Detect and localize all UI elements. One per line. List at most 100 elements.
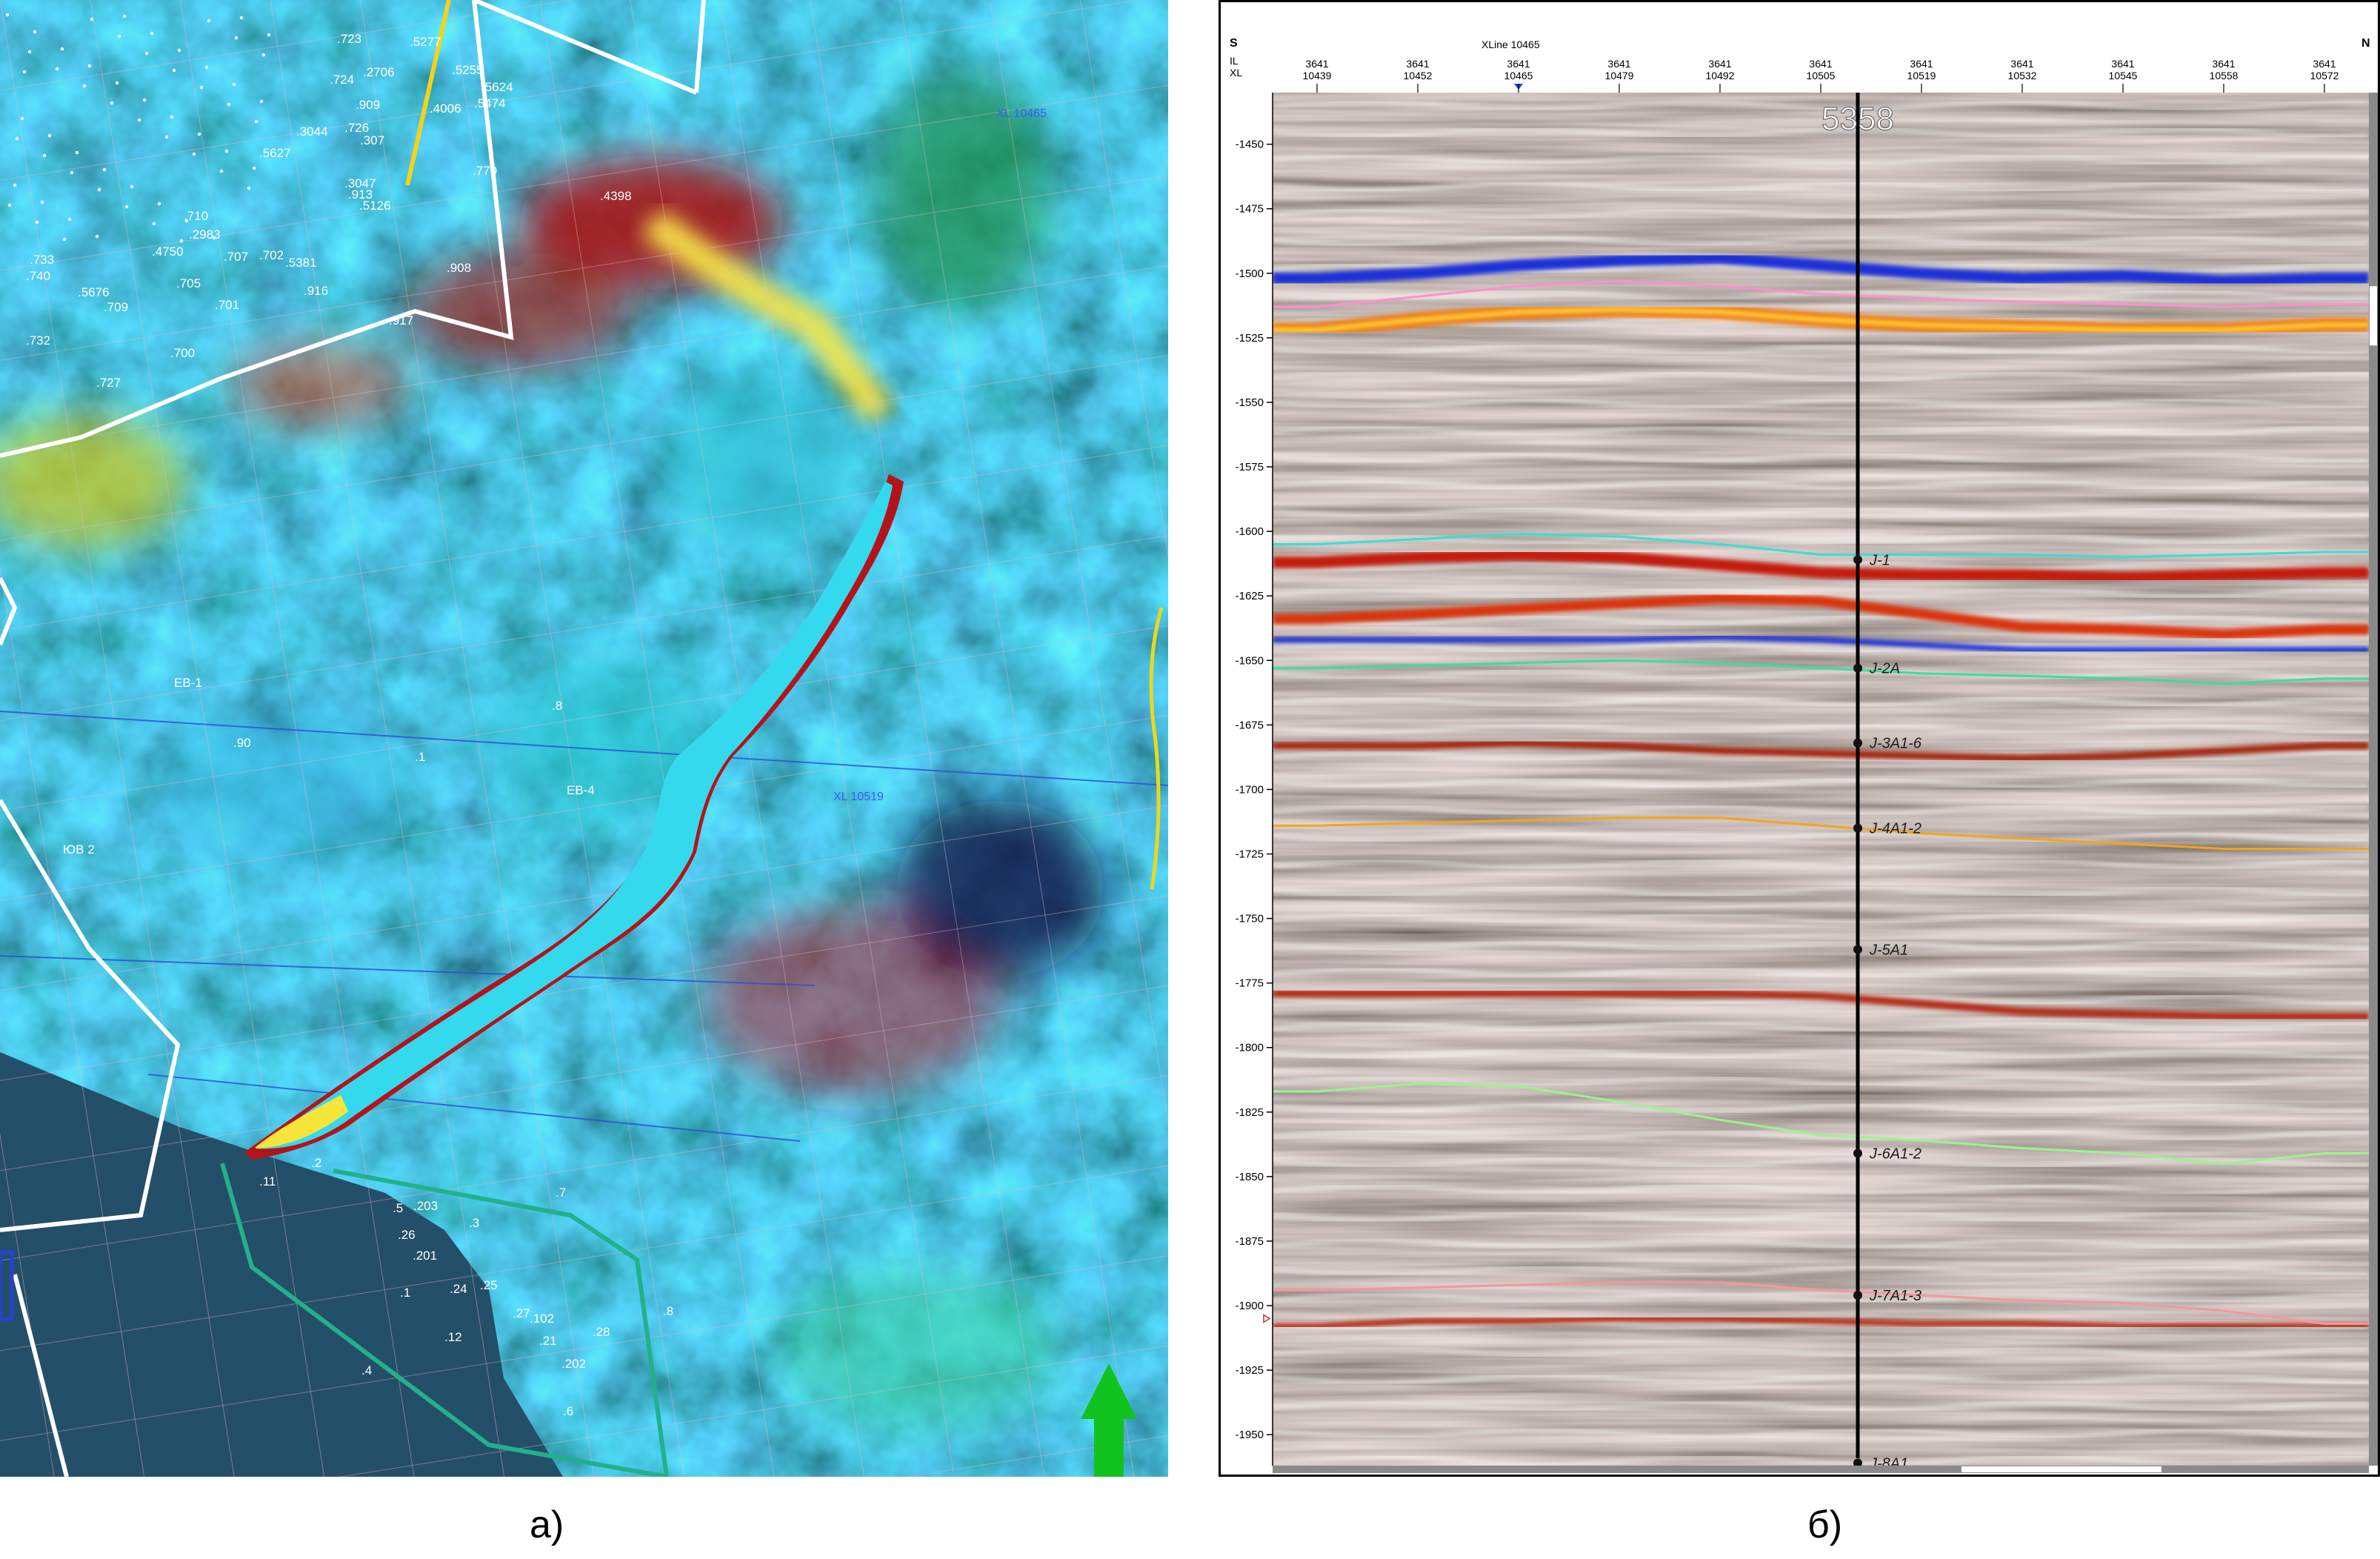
well-point: [7, 203, 12, 207]
well-point: [179, 239, 184, 243]
well-point: [13, 183, 17, 187]
well-point: [90, 17, 94, 21]
well-label: .733: [30, 253, 54, 267]
column-il: 3641: [1507, 58, 1530, 70]
depth-tick-label: -1575: [1236, 461, 1264, 473]
seismic-band: [1273, 288, 2369, 302]
inline-labels: XL 10465 XL 10519: [833, 107, 1047, 803]
horizontal-scrollbar-thumb[interactable]: [1961, 1466, 2161, 1472]
well-marker: [1853, 555, 1862, 565]
well-label: .740: [26, 269, 50, 283]
well-label: .917: [389, 313, 413, 328]
well-label: .724: [330, 73, 354, 87]
well-label: .909: [356, 98, 380, 112]
well-point: [212, 236, 216, 240]
xline-marker-label: XLine 10465: [1481, 39, 1540, 50]
channel-mouth: [256, 1095, 348, 1149]
seismic-band: [1273, 885, 2369, 898]
well-label: .727: [96, 376, 121, 390]
well-label: .203: [413, 1199, 438, 1213]
well-point: [70, 170, 74, 175]
well-marker: [1853, 1291, 1862, 1300]
attribute-map-canvas: EB-1 EB-4 ЮВ 2 .90 .8 .1 .2 .11 .5 .3 .203 .26 .201.…: [0, 0, 1168, 1477]
seismic-band: [1273, 451, 2369, 465]
seismic-band: [1273, 180, 2369, 193]
well-point: [261, 53, 266, 57]
seismic-band: [1273, 424, 2369, 437]
datum-marker-icon: [1263, 1314, 1271, 1323]
well-point: [170, 115, 174, 119]
well-point: [102, 167, 107, 172]
well-label: .11: [259, 1174, 276, 1189]
well-point: [82, 84, 87, 88]
depth-tick-label: -1525: [1236, 332, 1264, 345]
seismic-band: [1273, 207, 2369, 221]
well-point: [197, 132, 201, 136]
well-label: .3047: [344, 176, 376, 190]
well-point: [172, 68, 176, 73]
seismic-band: [1273, 153, 2369, 167]
well-label: .26: [398, 1228, 416, 1242]
north-arrow-icon: [1081, 1363, 1137, 1477]
well-label: .5255: [452, 63, 484, 77]
column-xl: 10545: [2109, 70, 2138, 82]
well-label: .5474: [474, 96, 506, 110]
seismic-band: [1273, 857, 2369, 871]
depth-tick-label: -1900: [1236, 1300, 1264, 1312]
well-label: .5627: [259, 146, 291, 160]
vertical-scrollbar-thumb[interactable]: [2370, 286, 2377, 346]
seismic-band: [1273, 1074, 2369, 1088]
well-label: .5277: [410, 35, 441, 49]
depth-tick-label: -1700: [1236, 783, 1264, 796]
well-label: .700: [170, 346, 195, 360]
inline-label: XL 10465: [996, 107, 1047, 120]
well-label: .5126: [359, 199, 391, 213]
well-label: .770: [473, 164, 497, 178]
well-point: [22, 70, 27, 74]
seismic-band: [1273, 777, 2369, 790]
depth-tick-label: -1800: [1236, 1042, 1264, 1054]
seismic-band: [1273, 912, 2369, 925]
seismic-band: [1273, 1128, 2369, 1142]
well-marker: [1853, 1149, 1862, 1158]
well-label: .6: [563, 1404, 573, 1418]
well-point: [184, 219, 189, 223]
well-point: [95, 234, 99, 239]
seismic-band: [1273, 397, 2369, 410]
seismic-reflector: [1273, 251, 2369, 287]
well-point: [232, 82, 236, 87]
seismic-band: [1273, 1346, 2369, 1359]
well-label: .4: [361, 1363, 372, 1377]
seismic-band: [1273, 614, 2369, 627]
column-il: 3641: [1406, 58, 1429, 70]
vertical-scrollbar[interactable]: [2369, 93, 2378, 1466]
well-point: [42, 153, 47, 158]
seismic-band: [1273, 803, 2369, 817]
well-label: .5: [393, 1201, 403, 1215]
well-point: [199, 85, 204, 90]
well-label: .12: [444, 1330, 462, 1344]
well-label: .3: [469, 1216, 479, 1230]
column-xl: 10479: [1605, 70, 1634, 82]
well-point: [62, 237, 67, 242]
well-label: .723: [337, 32, 361, 46]
seismic-band: [1273, 749, 2369, 762]
caption-a: а): [530, 1503, 564, 1546]
depth-tick-label: -1825: [1236, 1106, 1264, 1119]
well-label: .5624: [481, 80, 513, 94]
seismic-section: -1450 -1475 -1500 -1525 -1550 -1575 -1600 -1625…: [1219, 0, 2380, 1477]
horizontal-scrollbar[interactable]: [1273, 1466, 2369, 1473]
well-label: .5676: [78, 285, 110, 299]
well-label: .916: [304, 284, 328, 298]
horizon-line: [1273, 533, 2369, 559]
well-label: .732: [26, 333, 50, 348]
inline-label: XL 10519: [833, 791, 884, 803]
seismic-section-canvas: -1450 -1475 -1500 -1525 -1550 -1575 -1600 -1625…: [1230, 37, 2378, 1473]
well-point: [124, 205, 129, 209]
well-point: [97, 187, 101, 192]
seismic-reflector: [1273, 1315, 2369, 1329]
well-label: .28: [593, 1325, 610, 1339]
seismic-band: [1273, 722, 2369, 735]
il-key: IL: [1230, 55, 1239, 67]
seismic-band: [1273, 234, 2369, 247]
